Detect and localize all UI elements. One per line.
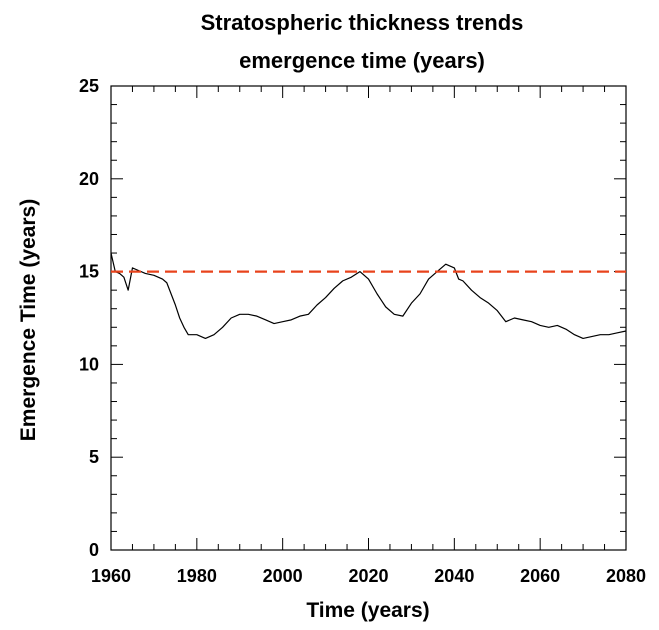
- x-tick-label: 1980: [177, 566, 217, 586]
- y-tick-label: 20: [79, 169, 99, 189]
- x-tick-label: 2020: [348, 566, 388, 586]
- x-axis-title: Time (years): [306, 599, 429, 622]
- x-tick-label: 2000: [263, 566, 303, 586]
- plot-frame: [110, 85, 627, 551]
- x-tick-label: 2040: [434, 566, 474, 586]
- plot-area: 0 5 10 15 20 25 1960 1980 2000 2020 2040 2060 2080: [79, 76, 646, 586]
- y-tick-label: 25: [79, 76, 99, 96]
- chart-title-line-1: Stratospheric thickness trends: [201, 10, 524, 35]
- x-tick-label: 2060: [520, 566, 560, 586]
- emergence-time-series-line: [110, 252, 627, 340]
- y-tick-label: 5: [89, 447, 99, 467]
- x-tick-label: 1960: [91, 566, 131, 586]
- y-tick-label: 0: [89, 540, 99, 560]
- y-tick-label: 15: [79, 262, 99, 282]
- y-tick-label: 10: [79, 354, 99, 374]
- x-tick-label: 2080: [606, 566, 646, 586]
- chart-title-line-2: emergence time (years): [239, 48, 485, 73]
- y-axis-title: Emergence Time (years): [17, 199, 40, 441]
